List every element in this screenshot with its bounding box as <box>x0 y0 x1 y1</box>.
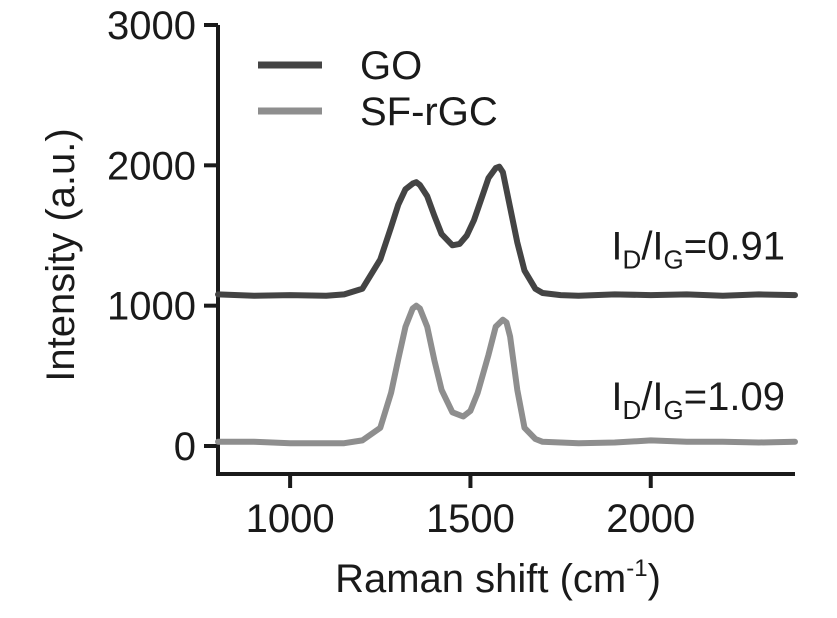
ratio-annotation-sf-rgc: ID/IG=1.09 <box>611 375 785 425</box>
y-tick-label: 0 <box>174 425 196 469</box>
y-tick-label: 1000 <box>107 285 196 329</box>
x-axis-title: Raman shift (cm-1) <box>335 555 661 601</box>
y-ticks: 0 1000 2000 3000 <box>107 4 218 469</box>
legend-label-sf-rgc: SF-rGC <box>360 90 498 134</box>
y-tick-label: 3000 <box>107 4 196 48</box>
legend-label-go: GO <box>360 44 422 88</box>
y-axis-title: Intensity (a.u.) <box>39 128 83 381</box>
x-tick-label: 2000 <box>606 497 695 541</box>
x-tick-label: 1500 <box>426 497 515 541</box>
x-tick-label: 1000 <box>246 497 335 541</box>
x-ticks: 1000 1500 2000 <box>246 474 696 541</box>
legend: GO SF-rGC <box>258 44 498 134</box>
ratio-annotation-go: ID/IG=0.91 <box>611 224 785 274</box>
y-tick-label: 2000 <box>107 144 196 188</box>
